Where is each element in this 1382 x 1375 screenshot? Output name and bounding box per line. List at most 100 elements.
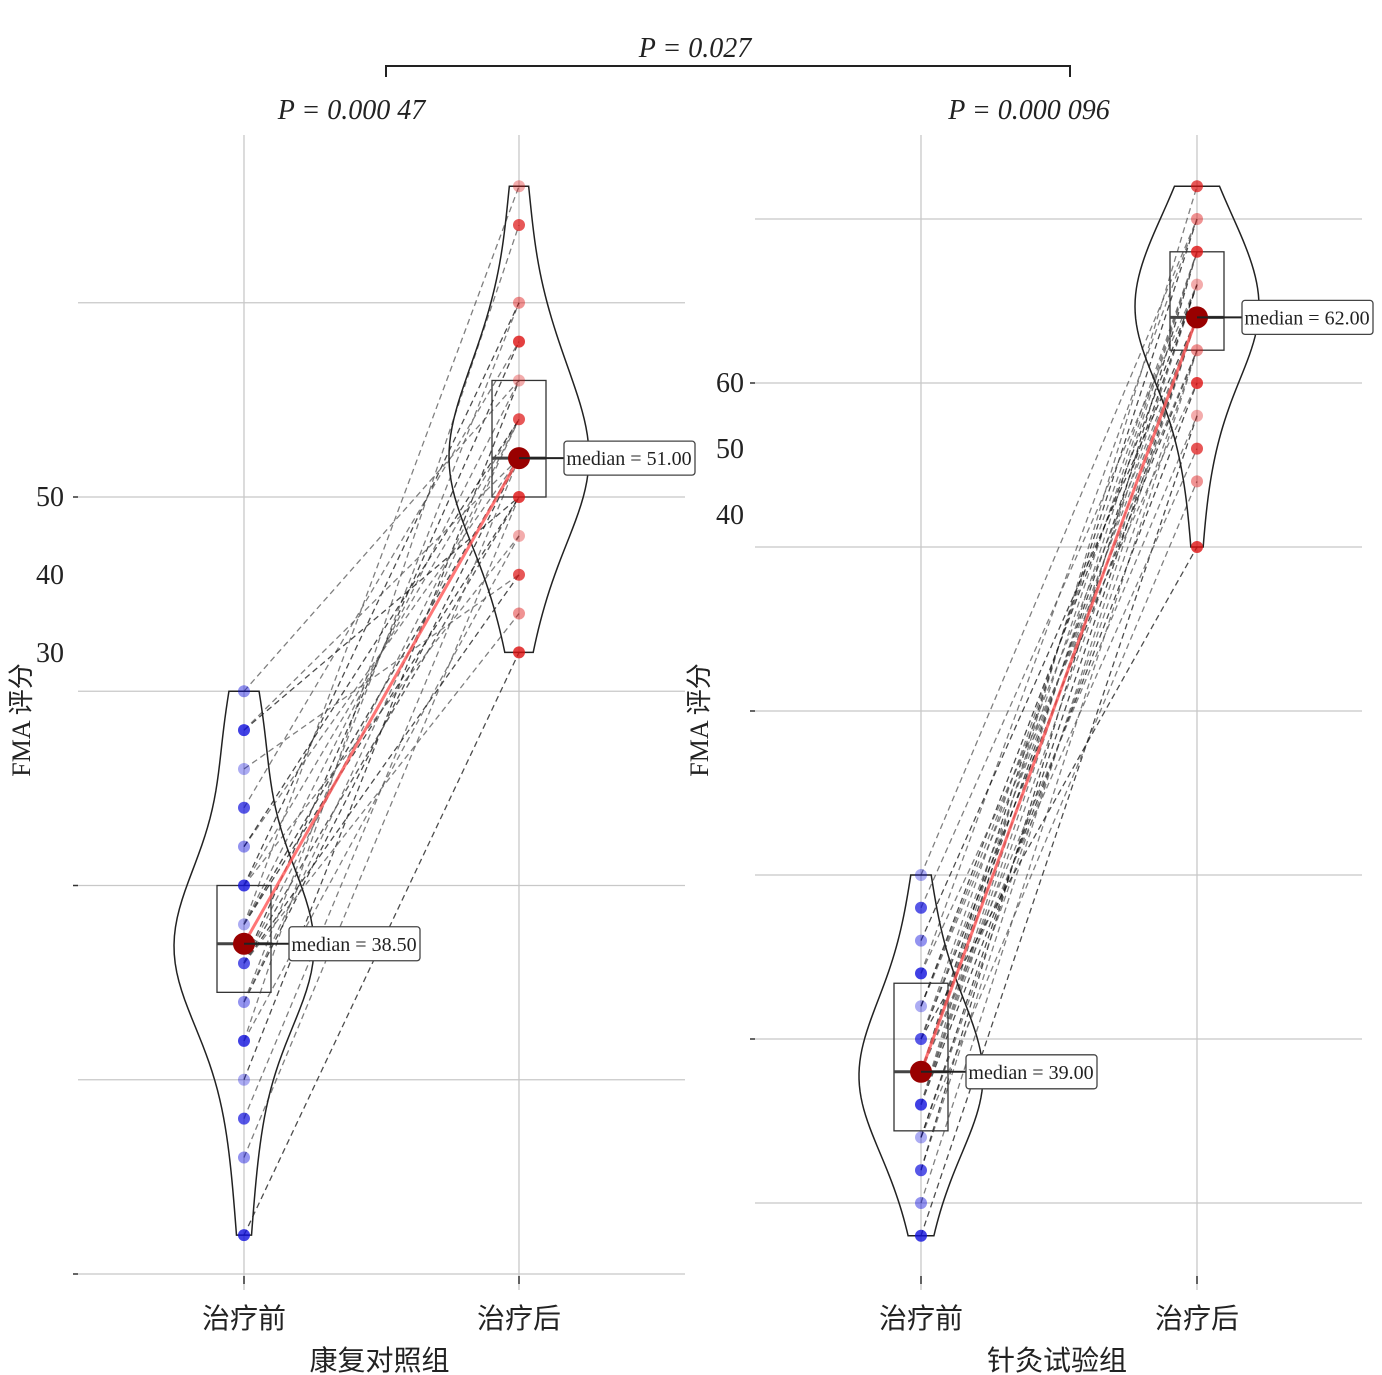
violin-before bbox=[173, 690, 315, 1236]
point-before bbox=[238, 840, 250, 853]
x-axis-title: 针灸试验组 bbox=[987, 1345, 1127, 1375]
point-before bbox=[238, 1151, 250, 1164]
point-after bbox=[513, 413, 525, 426]
paired-line bbox=[243, 380, 520, 692]
y-tick-label: 30 bbox=[36, 638, 64, 669]
point-after bbox=[513, 219, 525, 232]
x-tick-label: 治疗前 bbox=[202, 1303, 286, 1335]
point-before bbox=[238, 1229, 250, 1242]
point-before bbox=[915, 1033, 927, 1045]
median-label: median = 62.00 bbox=[1244, 307, 1369, 329]
paired-line bbox=[243, 574, 520, 770]
paired-line bbox=[920, 218, 1198, 876]
violin-after bbox=[448, 185, 590, 654]
point-before bbox=[915, 1164, 927, 1177]
x-axis-title: 康复对照组 bbox=[309, 1345, 449, 1375]
point-before bbox=[238, 996, 250, 1009]
violin-before bbox=[858, 874, 984, 1237]
point-before bbox=[238, 879, 250, 892]
paired-line bbox=[243, 418, 520, 848]
point-before bbox=[915, 901, 927, 914]
point-before bbox=[915, 934, 927, 947]
median-label: median = 38.50 bbox=[291, 934, 416, 956]
y-tick-label: 50 bbox=[716, 434, 744, 465]
violin-after bbox=[1134, 185, 1260, 548]
x-tick-label: 治疗后 bbox=[1155, 1303, 1239, 1335]
paired-line bbox=[243, 496, 520, 731]
median-label-box bbox=[965, 1054, 1098, 1090]
point-after bbox=[1191, 344, 1203, 357]
point-before bbox=[915, 1000, 927, 1013]
y-tick-label: 60 bbox=[716, 368, 744, 399]
median-label-box bbox=[563, 440, 696, 476]
panel-2 bbox=[750, 135, 1374, 1290]
paired-line bbox=[920, 317, 1198, 1105]
point-after bbox=[1191, 180, 1203, 193]
paired-line bbox=[243, 457, 520, 731]
point-before bbox=[915, 967, 927, 980]
paired-line bbox=[920, 382, 1198, 974]
point-after bbox=[1191, 409, 1203, 422]
paired-line bbox=[920, 317, 1198, 1040]
paired-line bbox=[920, 284, 1198, 1007]
point-after bbox=[513, 374, 525, 387]
paired-line bbox=[920, 317, 1198, 1007]
paired-line bbox=[243, 341, 520, 964]
box bbox=[893, 982, 949, 1132]
y-axis-label: FMA 评分 bbox=[685, 663, 714, 776]
median-connector bbox=[919, 316, 1199, 1073]
point-after bbox=[513, 646, 525, 659]
y-tick-label: 40 bbox=[716, 500, 744, 531]
median-label-box bbox=[1241, 299, 1374, 336]
point-before bbox=[915, 1229, 927, 1242]
paired-line bbox=[243, 496, 520, 964]
paired-line bbox=[243, 341, 520, 809]
point-after bbox=[1191, 213, 1203, 225]
point-before bbox=[238, 1034, 250, 1047]
paired-line bbox=[920, 284, 1198, 909]
point-before bbox=[915, 1131, 927, 1144]
paired-line bbox=[243, 613, 520, 964]
paired-line bbox=[920, 317, 1198, 941]
panel-1 bbox=[73, 135, 696, 1290]
point-after bbox=[513, 335, 525, 348]
paired-line bbox=[920, 251, 1198, 1040]
median-label-box bbox=[288, 926, 421, 962]
y-axis-label: FMA 评分 bbox=[7, 663, 36, 776]
paired-line bbox=[243, 535, 520, 886]
paired-line bbox=[920, 415, 1198, 1237]
point-after bbox=[513, 568, 525, 581]
point-before bbox=[238, 801, 250, 814]
paired-line bbox=[920, 448, 1198, 1073]
point-after bbox=[513, 491, 525, 503]
paired-line bbox=[920, 546, 1198, 1040]
point-before bbox=[915, 1197, 927, 1209]
point-before bbox=[238, 957, 250, 970]
p-value-label: P = 0.000 47 bbox=[277, 95, 426, 126]
point-before bbox=[238, 685, 250, 698]
paired-line bbox=[920, 481, 1198, 1138]
point-before bbox=[915, 1098, 927, 1111]
point-after bbox=[513, 180, 525, 193]
paired-line bbox=[243, 496, 520, 1158]
paired-line bbox=[920, 382, 1198, 1105]
point-before bbox=[915, 869, 927, 881]
x-tick-label: 治疗前 bbox=[879, 1303, 963, 1335]
paired-line bbox=[920, 415, 1198, 1073]
point-after bbox=[513, 296, 525, 309]
median-connector bbox=[242, 457, 521, 945]
point-after bbox=[513, 529, 525, 542]
paired-line bbox=[920, 186, 1198, 1105]
point-before bbox=[238, 724, 250, 737]
point-before bbox=[238, 1073, 250, 1086]
point-after bbox=[1191, 377, 1203, 389]
point-after bbox=[1191, 541, 1203, 553]
point-after bbox=[1191, 278, 1203, 291]
p-value-label: P = 0.000 096 bbox=[947, 95, 1110, 126]
point-before bbox=[238, 762, 250, 775]
median-label: median = 39.00 bbox=[968, 1062, 1093, 1084]
median-label: median = 51.00 bbox=[566, 448, 691, 470]
significance-bracket bbox=[385, 65, 1071, 77]
paired-line bbox=[920, 317, 1198, 1138]
